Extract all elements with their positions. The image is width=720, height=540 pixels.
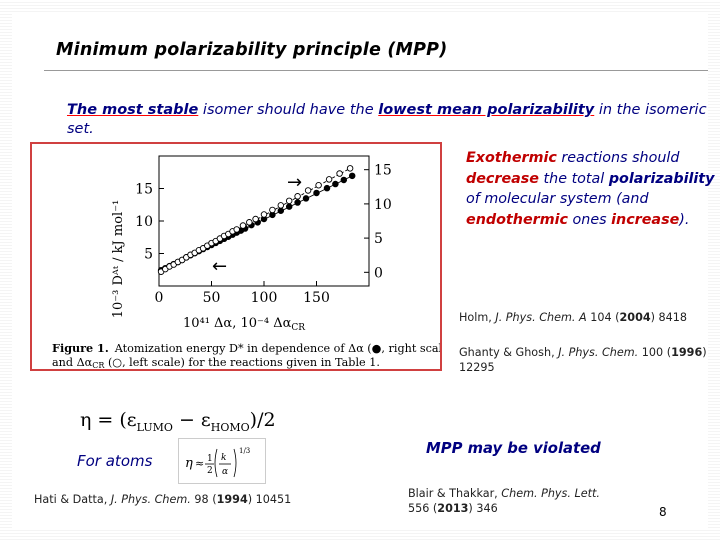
- reference-ghanty-ghosh: Ghanty & Ghosh, J. Phys. Chem. 100 (1996…: [459, 346, 707, 374]
- lead-text-b: in the isomeric set.: [67, 102, 707, 137]
- right-tick-label: 0: [374, 265, 383, 281]
- arrow-right-annotation: →: [287, 172, 302, 193]
- word-increase: increase: [611, 211, 680, 228]
- left-tick-label: 5: [144, 247, 153, 263]
- hardness-formula: η = (εLUMO − εHOMO)/2: [80, 409, 276, 434]
- data-point-filled: [348, 172, 356, 180]
- left-tick-label: 10: [135, 214, 153, 230]
- data-point-filled: [277, 207, 285, 214]
- data-point-filled: [294, 199, 301, 206]
- lead-statement: The most stable isomer should have the l…: [67, 101, 707, 139]
- svg-text:η: η: [185, 456, 193, 471]
- reference-blair-thakkar: Blair & Thakkar, Chem. Phys. Lett. 556 (2…: [408, 487, 600, 515]
- lead-lowest-polarizability: lowest mean polarizability: [378, 102, 595, 118]
- y-axis-label: 10⁻³ Dᴬᵗ / kJ mol⁻¹: [111, 200, 126, 319]
- x-tick-label: 0: [155, 290, 164, 306]
- slide-title: Minimum polarizability principle (MPP): [56, 40, 448, 60]
- title-divider: [44, 70, 708, 71]
- word-endothermic: endothermic: [466, 211, 568, 228]
- arrow-left-annotation: ←: [212, 256, 227, 277]
- word-decrease: decrease: [466, 170, 540, 187]
- reference-holm: Holm, J. Phys. Chem. A 104 (2004) 8418: [459, 311, 688, 324]
- figure-caption-line1: Figure 1. Atomization energy D* in depend…: [52, 341, 440, 355]
- hardness-formula-box: [76, 407, 280, 437]
- right-text-c: of molecular system (and: [466, 191, 649, 207]
- reference-hati-datta: Hati & Datta, J. Phys. Chem. 98 (1994) 1…: [34, 493, 292, 506]
- atomic-polarizability-formula-icon: η ≈ 1 2 k α 1/3: [185, 447, 250, 478]
- right-tick-label: 10: [374, 197, 392, 213]
- atomic-formula-image: η ≈ 1 2 k α 1/3: [178, 438, 266, 484]
- data-point-open: [239, 222, 247, 229]
- data-point-open: [252, 215, 259, 223]
- svg-text:≈: ≈: [195, 457, 204, 470]
- exothermic-statement: Exothermic reactions should decrease the…: [466, 148, 716, 230]
- svg-text:2: 2: [207, 466, 213, 476]
- right-tick-label: 5: [374, 231, 383, 247]
- data-point-open: [233, 226, 240, 233]
- data-point-filled: [323, 184, 331, 192]
- x-tick-label: 100: [251, 290, 278, 306]
- figure-caption-line2: and ΔαCR (○, left scale) for the reactio…: [52, 356, 380, 369]
- data-point-open: [269, 206, 276, 214]
- data-point-filled: [302, 195, 310, 202]
- lead-text-a: isomer should have the: [198, 102, 379, 118]
- svg-text:1/3: 1/3: [239, 447, 250, 455]
- data-point-open: [294, 193, 301, 200]
- right-text-b: the total: [539, 170, 609, 187]
- data-point-open: [260, 211, 268, 218]
- data-point-open: [277, 202, 285, 209]
- data-point-open: [325, 176, 333, 183]
- data-point-open: [315, 182, 322, 189]
- svg-text:α: α: [222, 467, 228, 477]
- mpp-violated-note: MPP may be violated: [426, 440, 601, 457]
- lead-most-stable: The most stable: [67, 102, 199, 118]
- x-axis-label: 10⁴¹ Δα, 10⁻⁴ ΔαCR: [183, 316, 305, 333]
- word-exothermic: Exothermic: [466, 150, 557, 166]
- svg-text:1: 1: [207, 454, 213, 464]
- for-atoms-label: For atoms: [77, 452, 153, 470]
- svg-text:k: k: [221, 453, 226, 463]
- right-text-a: reactions should: [556, 150, 680, 166]
- data-point-open: [246, 219, 253, 226]
- right-text-d: ones: [567, 211, 612, 228]
- data-point-filled: [313, 189, 320, 197]
- word-polarizability: polarizability: [608, 170, 715, 187]
- left-tick-label: 15: [135, 182, 153, 198]
- data-point-open: [304, 187, 312, 194]
- data-point-open: [346, 165, 354, 172]
- data-point-open: [285, 197, 293, 205]
- x-tick-label: 150: [303, 290, 330, 306]
- data-point-filled: [340, 176, 348, 184]
- right-text-e: ).: [679, 211, 690, 228]
- page-number: 8: [659, 505, 667, 519]
- data-point-filled: [285, 203, 293, 210]
- data-point-open: [336, 170, 343, 177]
- figure-panel: 15 10 5 15 10 5 0 0 50 100 150 10⁻³ Dᴬᵗ / kJ mol⁻¹…: [30, 142, 453, 371]
- data-point-filled: [332, 180, 339, 188]
- x-tick-label: 50: [203, 290, 221, 306]
- right-tick-label: 15: [374, 163, 392, 179]
